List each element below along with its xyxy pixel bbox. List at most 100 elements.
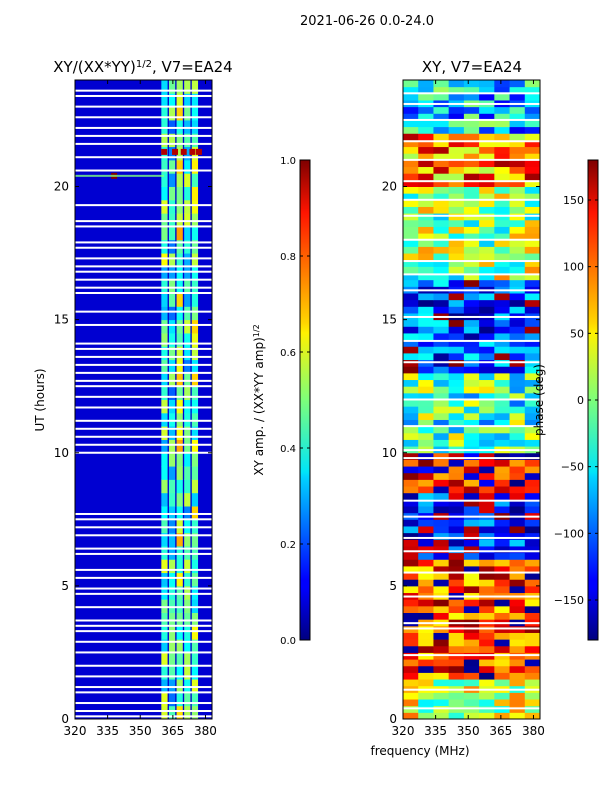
phase-cell: [524, 692, 541, 700]
phase-cell: [463, 173, 480, 181]
phase-cell: [403, 479, 419, 487]
phase-cell: [494, 279, 511, 287]
phase-cell: [524, 632, 541, 640]
phase-cell: [403, 346, 419, 354]
amplitude-rfi-cell: [184, 612, 191, 627]
phase-cell: [479, 659, 495, 667]
phase-cell: [509, 339, 526, 347]
phase-cell: [433, 326, 450, 334]
flagged-row: [403, 198, 540, 201]
phase-cell: [448, 532, 465, 540]
amplitude-rfi-cell: [168, 679, 176, 693]
phase-cell: [463, 366, 480, 374]
phase-cell: [509, 585, 526, 594]
amplitude-rfi-cell: [176, 572, 183, 587]
phase-cell: [448, 299, 465, 307]
phase-cell: [463, 412, 480, 420]
phase-cell: [524, 273, 541, 281]
amplitude-rfi-cell: [168, 332, 176, 347]
phase-cell: [509, 113, 526, 121]
flagged-row: [75, 220, 212, 223]
phase-cell: [494, 339, 511, 347]
amplitude-rfi-cell: [176, 226, 183, 241]
phase-cell: [509, 552, 526, 560]
phase-cell: [418, 472, 434, 480]
phase-cell: [403, 193, 419, 201]
phase-cell: [479, 173, 495, 181]
amplitude-rfi-cell: [184, 173, 191, 187]
phase-cell: [403, 632, 419, 640]
phase-cell: [448, 139, 465, 148]
amplitude-rfi-cell: [191, 319, 199, 334]
phase-cell: [433, 406, 450, 414]
phase-cell: [403, 379, 419, 387]
amplitude-hot-spot: [195, 148, 202, 155]
amplitude-rfi-cell: [176, 559, 183, 574]
phase-cell: [433, 545, 450, 554]
phase-cell: [448, 539, 465, 547]
amplitude-rfi-cell: [176, 585, 183, 600]
amplitude-rfi-cell: [168, 372, 176, 387]
amplitude-rfi-cell: [191, 80, 199, 94]
phase-cell: [418, 133, 434, 141]
amplitude-rfi-cell: [161, 612, 168, 627]
phase-cell: [418, 579, 434, 587]
phase-cell: [403, 406, 419, 414]
phase-cell: [418, 366, 434, 374]
phase-cell: [403, 499, 419, 507]
amplitude-rfi-cell: [161, 679, 168, 693]
phase-cell: [524, 279, 541, 287]
phase-cell: [448, 119, 465, 128]
phase-cell: [418, 632, 434, 640]
phase-cell: [479, 106, 495, 114]
phase-cell: [448, 692, 465, 700]
amplitude-rfi-cell: [191, 279, 199, 294]
phase-cell: [524, 259, 541, 267]
flagged-row: [403, 118, 540, 121]
phase-cell: [494, 206, 511, 214]
phase-cell: [524, 399, 541, 407]
phase-cell: [403, 552, 419, 560]
amplitude-rfi-cell: [168, 93, 176, 108]
amplitude-rfi-cell: [168, 319, 176, 334]
phase-cell: [463, 472, 480, 480]
phase-cell: [418, 486, 434, 494]
phase-cell: [463, 439, 480, 447]
phase-cell: [494, 386, 511, 394]
phase-cell: [403, 146, 419, 154]
phase-cell: [479, 332, 495, 341]
phase-cell: [509, 632, 526, 640]
phase-cell: [479, 552, 495, 560]
phase-cell: [433, 279, 450, 287]
phase-cell: [524, 219, 541, 227]
phase-cell: [448, 612, 465, 620]
phase-cell: [403, 139, 419, 148]
amplitude-rfi-cell: [191, 372, 199, 387]
flagged-row: [403, 622, 540, 625]
phase-cell: [509, 346, 526, 354]
phase-cell: [448, 259, 465, 267]
phase-cell: [509, 119, 526, 128]
phase-cell: [403, 199, 419, 207]
phase-cell: [463, 80, 480, 88]
phase-cell: [418, 199, 434, 207]
phase-cell: [524, 672, 541, 680]
amplitude-rfi-cell: [168, 492, 176, 507]
phase-cell: [509, 699, 526, 707]
phase-cell: [494, 126, 511, 134]
phase-cell: [509, 645, 526, 653]
phase-cell: [433, 219, 450, 227]
amplitude-rfi-cell: [191, 625, 199, 640]
flagged-row: [75, 691, 212, 694]
phase-cell: [494, 432, 511, 440]
flagged-row: [75, 715, 212, 718]
amplitude-colorbar-ticks: 0.0 0.2 0.4 0.6 0.8 1.0: [280, 156, 310, 647]
flagged-row: [75, 686, 212, 689]
phase-cell: [463, 246, 480, 254]
phase-cell: [418, 559, 434, 567]
phase-cell: [509, 126, 526, 134]
amplitude-rfi-cell: [168, 106, 176, 121]
phase-cell: [524, 366, 541, 374]
phase-cell: [524, 119, 541, 128]
phase-cell: [479, 412, 495, 420]
